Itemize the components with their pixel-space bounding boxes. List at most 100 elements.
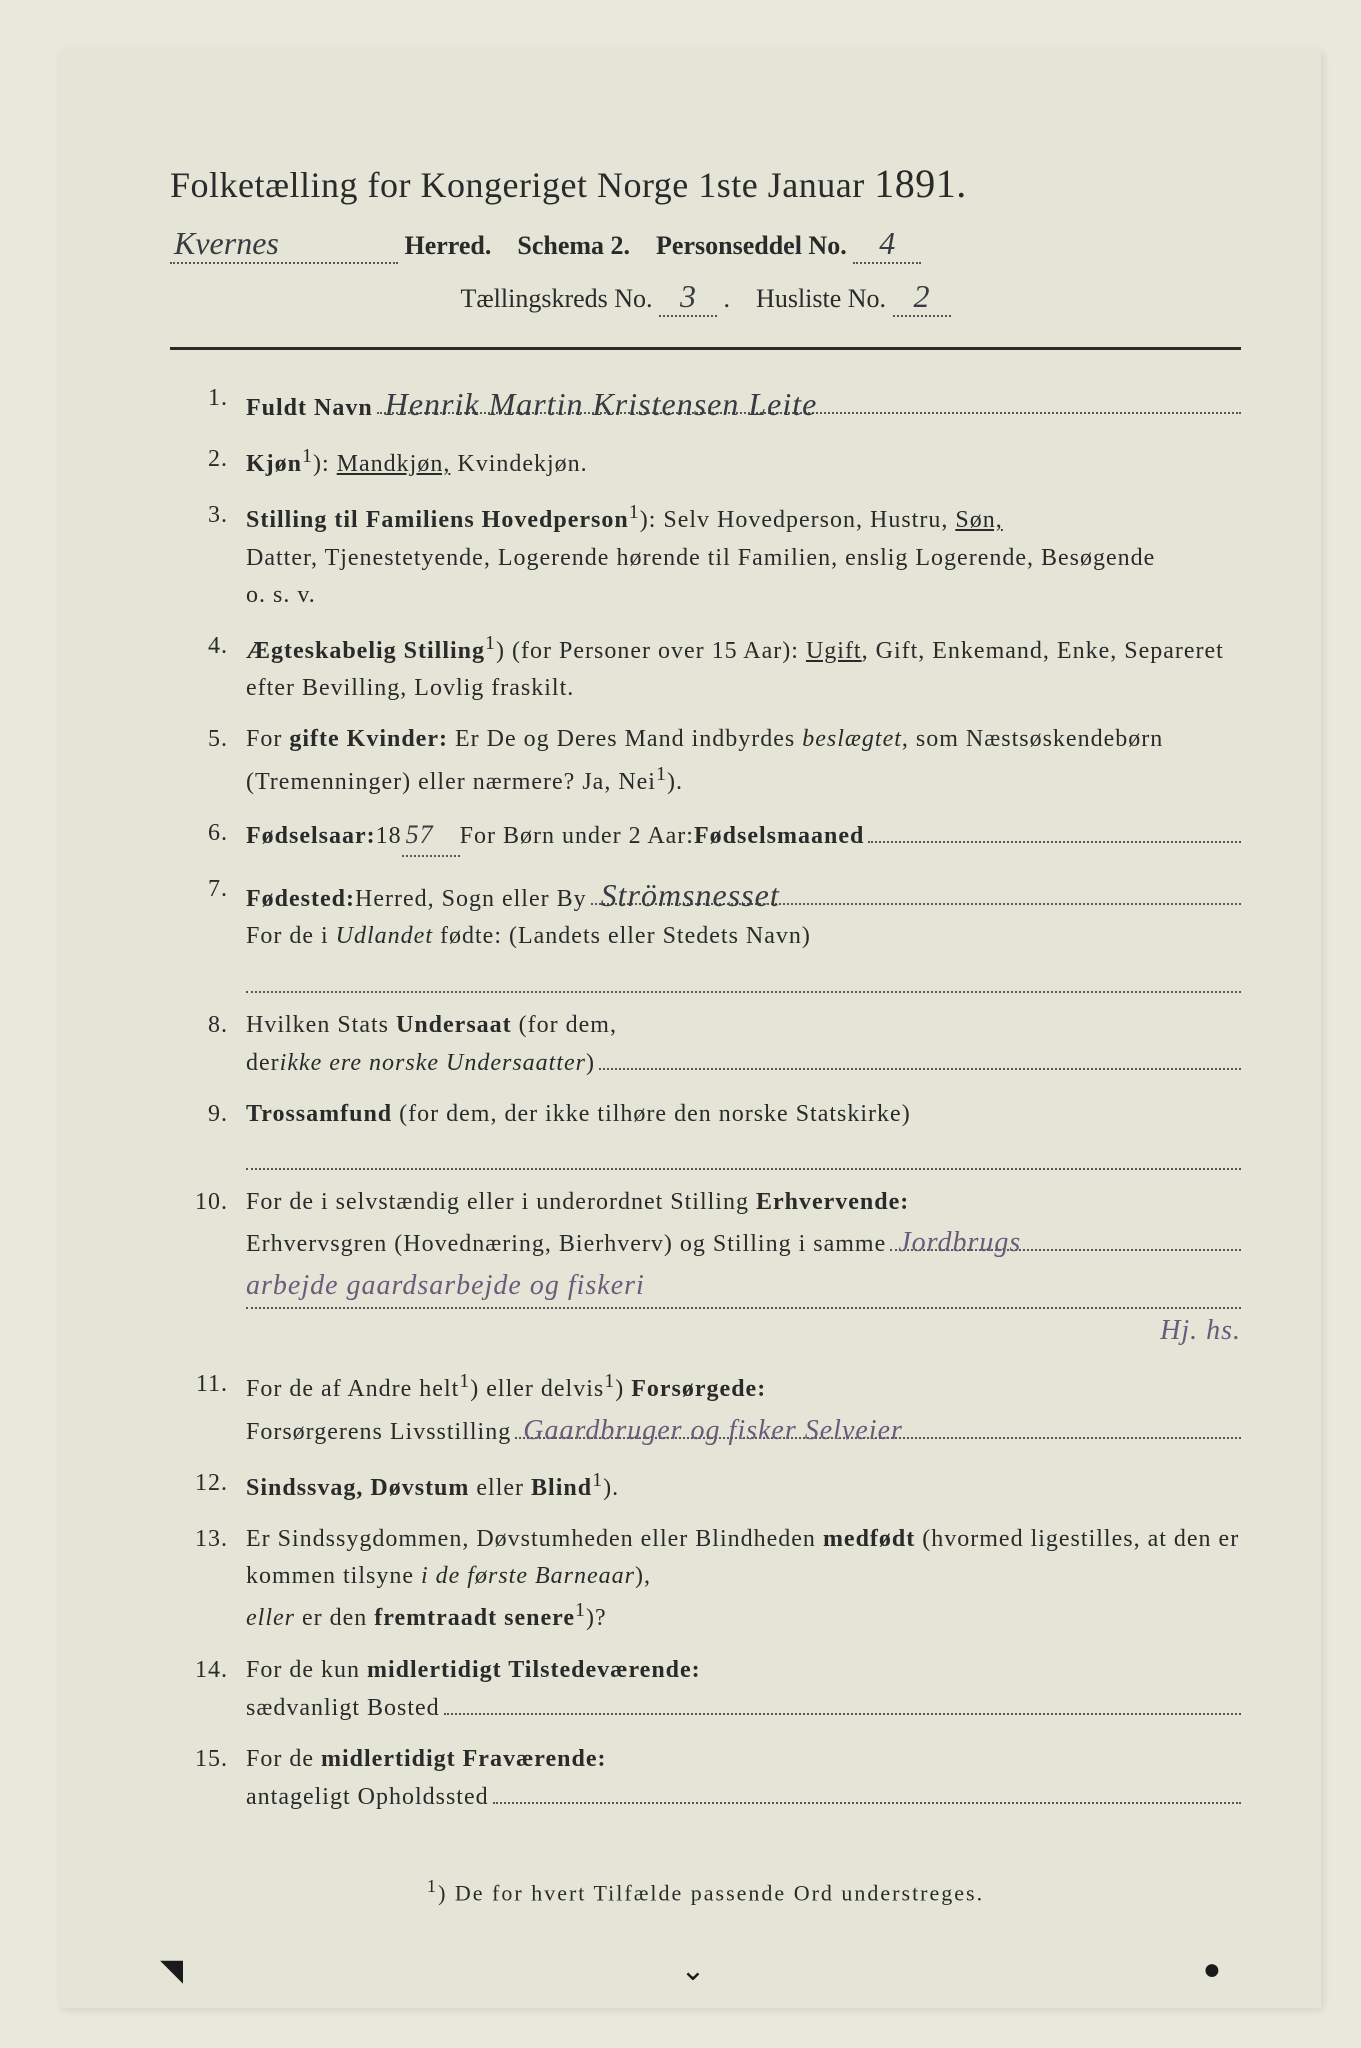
subheader-line-1: Kvernes Herred. Schema 2. Personseddel N…: [170, 225, 1241, 264]
item-num-9: 9.: [170, 1096, 246, 1170]
item-num-8: 8.: [170, 1007, 246, 1082]
item-num-10: 10.: [170, 1184, 246, 1352]
q8-text4: ): [586, 1045, 595, 1082]
item-7: 7. Fødested: Herred, Sogn eller By Ström…: [170, 871, 1241, 993]
title-text: Folketælling for Kongeriget Norge 1ste J…: [170, 165, 865, 205]
q10-text: For de i selvstændig eller i underordnet…: [246, 1189, 756, 1215]
q12-text2: ).: [603, 1475, 619, 1501]
mark-left: ◥: [160, 1953, 183, 1988]
herred-label: Herred.: [405, 231, 492, 260]
item-num-1: 1.: [170, 380, 246, 427]
item-10: 10. For de i selvstændig eller i underor…: [170, 1184, 1241, 1352]
item-num-11: 11.: [170, 1366, 246, 1450]
item-num-15: 15.: [170, 1741, 246, 1816]
husliste-value: 2: [893, 278, 951, 317]
q11-text2: ) eller delvis: [470, 1376, 604, 1402]
item-8: 8. Hvilken Stats Undersaat (for dem, der…: [170, 1007, 1241, 1082]
q8-label: Undersaat: [396, 1012, 512, 1038]
q12-sup: 1: [592, 1469, 603, 1491]
q11-text: For de af Andre helt: [246, 1376, 459, 1402]
q14-text2: sædvanligt Bosted: [246, 1690, 440, 1727]
husliste-label: Husliste No.: [756, 284, 886, 313]
q13-text: Er Sindssygdommen, Døvstumheden eller Bl…: [246, 1526, 823, 1552]
page-title: Folketælling for Kongeriget Norge 1ste J…: [170, 160, 1241, 207]
q2-sup: 1: [302, 445, 313, 467]
item-15: 15. For de midlertidigt Fraværende: anta…: [170, 1741, 1241, 1816]
q14-label: midlertidigt Tilstedeværende:: [367, 1657, 701, 1683]
q5-italic: beslægtet: [802, 726, 902, 752]
q9-label: Trossamfund: [246, 1101, 392, 1127]
q6-label2: Fødselsmaaned: [694, 818, 864, 855]
horizontal-rule: [170, 347, 1241, 350]
item-6: 6. Fødselsaar: 1857 For Børn under 2 Aar…: [170, 815, 1241, 857]
q13-text5: )?: [586, 1605, 607, 1631]
q4-text: ) (for Personer over 15 Aar):: [496, 638, 806, 664]
item-11: 11. For de af Andre helt1) eller delvis1…: [170, 1366, 1241, 1450]
q12-label: Sindssvag, Døvstum: [246, 1475, 469, 1501]
q13-italic2: eller: [246, 1605, 295, 1631]
item-13: 13. Er Sindssygdommen, Døvstumheden elle…: [170, 1521, 1241, 1638]
q6-text2: For Børn under 2 Aar:: [460, 818, 694, 855]
q3-text: ): Selv Hovedperson, Hustru,: [640, 507, 956, 533]
personseddel-label: Personseddel No.: [656, 231, 847, 260]
q4-label: Ægteskabelig Stilling: [246, 638, 485, 664]
item-2: 2. Kjøn1): Mandkjøn, Kvindekjøn.: [170, 441, 1241, 483]
q10-value1: Jordbrugs: [890, 1221, 1241, 1251]
q3-sup: 1: [629, 501, 640, 523]
q10-label: Erhvervende:: [756, 1189, 909, 1215]
q8-blank: [599, 1044, 1241, 1070]
item-4: 4. Ægteskabelig Stilling1) (for Personer…: [170, 628, 1241, 707]
q11-text3: ): [615, 1376, 631, 1402]
q13-label: medfødt: [823, 1526, 915, 1552]
q11-label: Forsørgede:: [631, 1376, 766, 1402]
subheader-line-2: Tællingskreds No. 3 . Husliste No. 2: [170, 278, 1241, 317]
item-14: 14. For de kun midlertidigt Tilstedevære…: [170, 1652, 1241, 1727]
q7-value: Strömsnesset: [591, 871, 1241, 905]
q2-label: Kjøn: [246, 451, 302, 477]
q8-text: Hvilken Stats: [246, 1012, 396, 1038]
q5-text1: For: [246, 726, 289, 752]
kreds-value: 3: [659, 278, 717, 317]
q5-label: gifte Kvinder:: [289, 726, 448, 752]
item-num-5: 5.: [170, 721, 246, 800]
kreds-label: Tællingskreds No.: [460, 284, 652, 313]
q6-blank: [868, 817, 1241, 843]
q12-label2: Blind: [531, 1475, 592, 1501]
item-num-6: 6.: [170, 815, 246, 857]
q13-label2: fremtraadt senere: [374, 1605, 575, 1631]
q13-sup: 1: [575, 1599, 586, 1621]
q8-italic: ikke ere norske Undersaatter: [280, 1045, 586, 1082]
personseddel-value: 4: [853, 225, 921, 264]
herred-value: Kvernes: [170, 225, 398, 264]
item-num-13: 13.: [170, 1521, 246, 1638]
q12-text: eller: [469, 1475, 531, 1501]
q3-text2: Datter, Tjenestetyende, Logerende hørend…: [246, 545, 1155, 571]
page-marks: ◥ ⌄ ●: [60, 1953, 1321, 1988]
q9-text: (for dem, der ikke tilhøre den norske St…: [392, 1101, 911, 1127]
q15-label: midlertidigt Fraværende:: [321, 1746, 607, 1772]
item-5: 5. For gifte Kvinder: Er De og Deres Man…: [170, 721, 1241, 800]
q11-sup1: 1: [459, 1370, 470, 1392]
q11-text4: Forsørgerens Livsstilling: [246, 1414, 511, 1451]
q3-text3: o. s. v.: [246, 582, 316, 608]
q2-rest: ):: [313, 451, 337, 477]
title-year: 1891.: [874, 161, 967, 206]
q5-text4: ).: [667, 769, 683, 795]
q14-text: For de kun: [246, 1657, 367, 1683]
mark-center: ⌄: [680, 1953, 705, 1988]
q4-ugift: Ugift: [806, 638, 862, 664]
q6-label: Fødselsaar:: [246, 818, 376, 855]
q8-text2: (for dem,: [512, 1012, 617, 1038]
q6-value: 57: [402, 815, 460, 857]
item-9: 9. Trossamfund (for dem, der ikke tilhør…: [170, 1096, 1241, 1170]
item-num-3: 3.: [170, 497, 246, 614]
footnote: 1) De for hvert Tilfælde passende Ord un…: [170, 1876, 1241, 1906]
q13-text3: ),: [635, 1563, 651, 1589]
q7-blank: [246, 962, 1241, 993]
item-num-7: 7.: [170, 871, 246, 993]
item-12: 12. Sindssvag, Døvstum eller Blind1).: [170, 1465, 1241, 1507]
q11-sup2: 1: [604, 1370, 615, 1392]
item-num-2: 2.: [170, 441, 246, 483]
q8-text3: der: [246, 1045, 280, 1082]
q10-value2: arbejde gaardsarbejde og fiskeri: [246, 1264, 1241, 1309]
